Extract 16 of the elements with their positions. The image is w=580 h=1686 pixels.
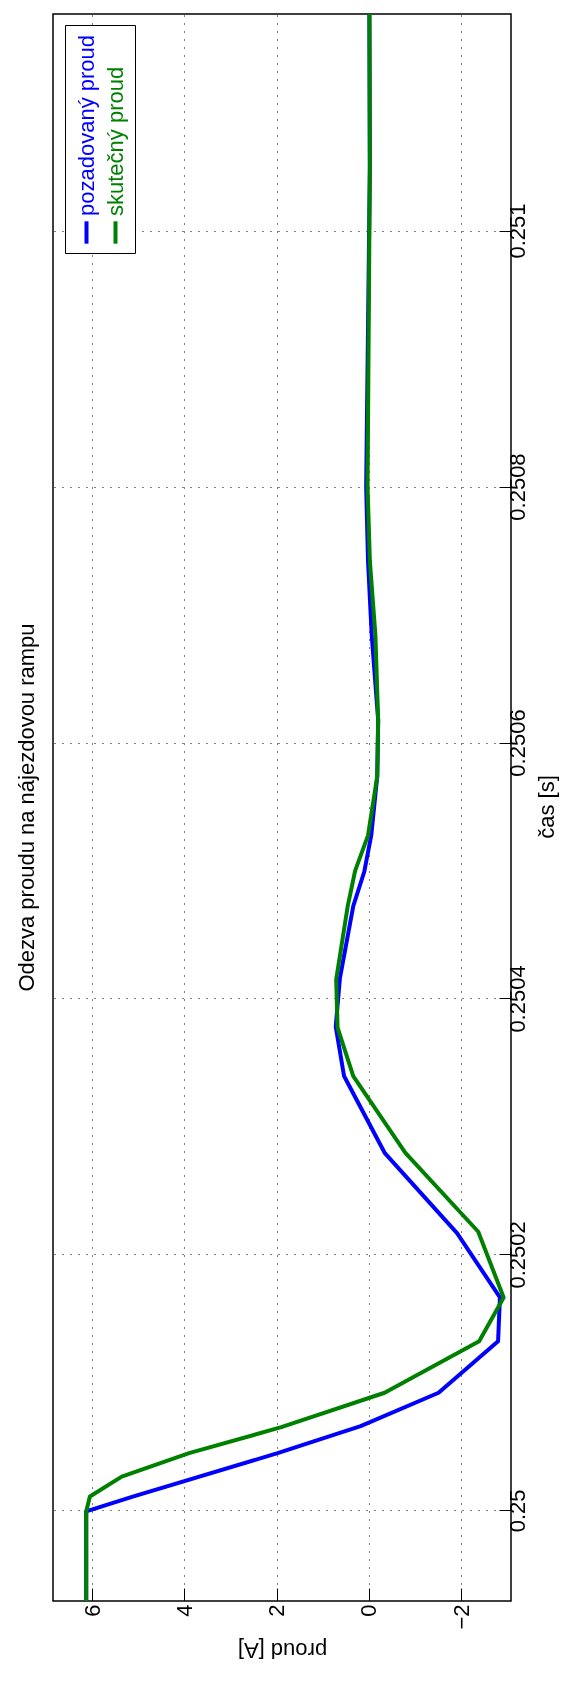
x-tick-label: 2 [264,1604,290,1617]
text: skutečný proud [102,66,128,216]
text: Odezva proudu na nájezdovou rampu [14,623,39,992]
y-axis-title: čas [s] [533,775,559,839]
x-tick-label: −2 [448,1604,474,1630]
x-tick-label: 0 [356,1604,382,1617]
y-tick-label: 0.2506 [504,709,530,777]
y-tick-label: 0.25 [504,1489,530,1533]
y-tick-label: 0.2504 [504,965,530,1033]
y-tick-label: 0.251 [504,203,530,259]
x-tick-label: 4 [171,1604,197,1617]
y-tick-label: 0.2508 [504,453,530,521]
x-axis-title: proud [A] [237,1637,328,1663]
x-tick-label: 6 [79,1604,105,1617]
text: pozadovaný proud [73,34,99,216]
y-tick-label: 0.2502 [504,1221,530,1289]
